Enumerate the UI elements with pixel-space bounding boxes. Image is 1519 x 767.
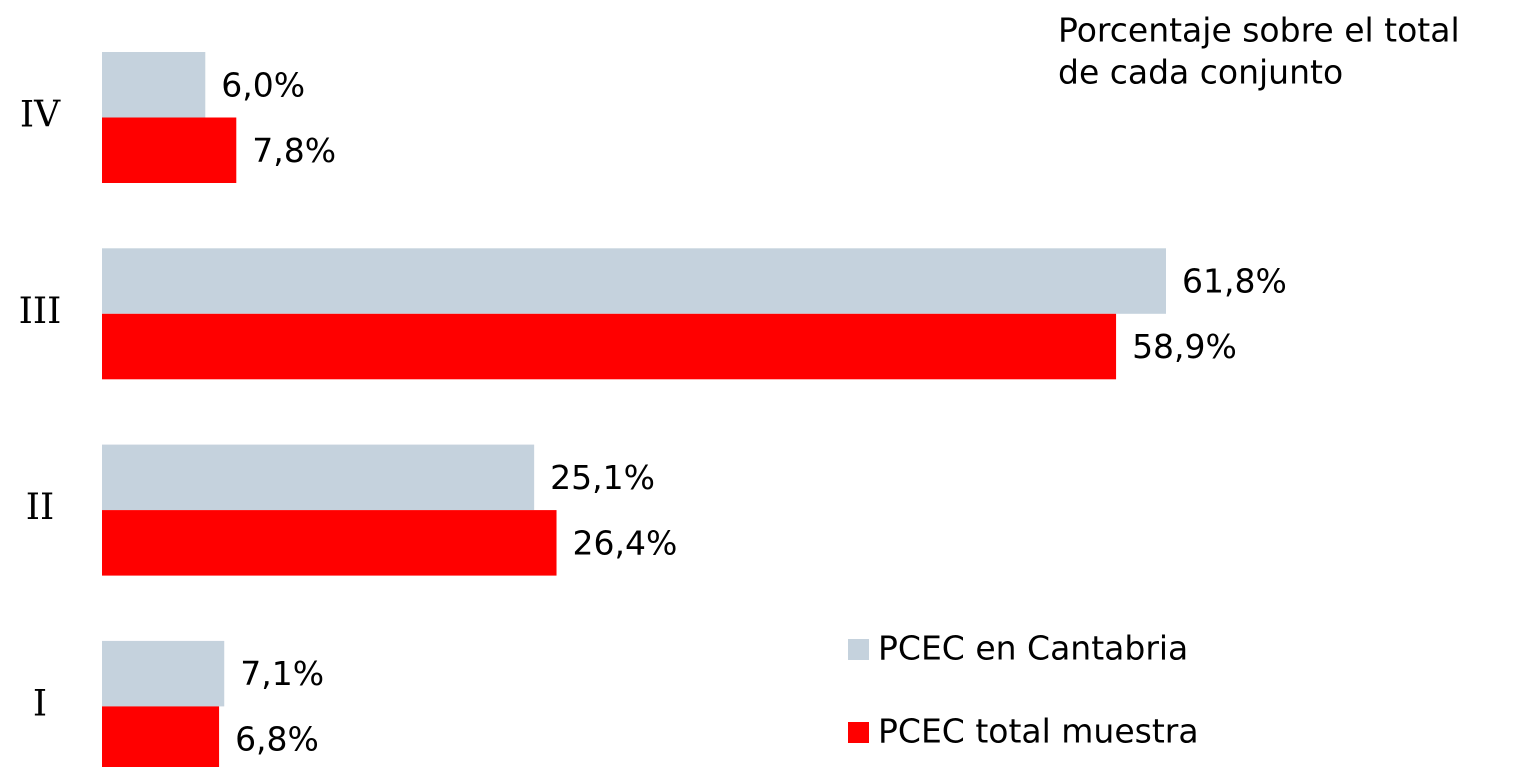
y-tick-label: III — [19, 291, 62, 332]
data-label: 58,9% — [1132, 327, 1237, 366]
data-label: 6,0% — [221, 65, 305, 104]
bar — [102, 313, 1117, 380]
y-tick-label: IV — [20, 95, 61, 136]
data-label: 26,4% — [573, 523, 678, 562]
legend-label: PCEC en Cantabria — [878, 629, 1188, 668]
y-tick-label: II — [26, 487, 54, 528]
data-label: 6,8% — [235, 720, 319, 759]
bar — [102, 706, 220, 767]
data-label: 61,8% — [1182, 262, 1287, 301]
legend-swatch — [848, 639, 869, 660]
bar — [102, 444, 535, 511]
data-label: 7,8% — [252, 131, 336, 170]
data-label: 25,1% — [550, 458, 655, 497]
bar — [102, 248, 1166, 314]
legend-label: PCEC total muestra — [878, 712, 1199, 751]
annotation: de cada conjunto — [1058, 53, 1343, 92]
bar — [102, 640, 225, 707]
bar — [102, 510, 557, 576]
y-tick-label: I — [33, 683, 47, 724]
data-label: 7,1% — [240, 654, 324, 693]
bar — [102, 117, 237, 183]
annotation: Porcentaje sobre el total — [1058, 11, 1460, 50]
legend-swatch — [848, 722, 869, 743]
bar — [102, 52, 206, 118]
